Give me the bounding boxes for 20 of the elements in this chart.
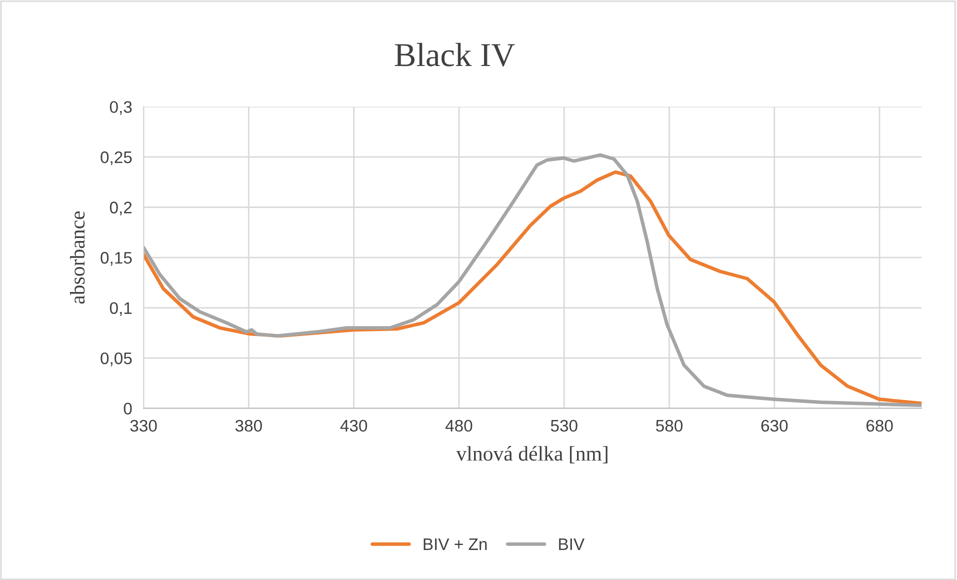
y-tick-label: 0,05	[100, 352, 132, 366]
y-tick-label: 0,25	[100, 151, 132, 166]
x-tick-label: 330	[130, 420, 157, 432]
y-axis-title: absorbance	[70, 211, 85, 304]
x-tick-label: 430	[340, 420, 368, 432]
x-tick-label: 630	[761, 420, 788, 432]
y-tick-label: 0,2	[110, 202, 132, 216]
x-tick-label: 530	[550, 420, 578, 432]
legend-label: BIV + Zn	[424, 538, 487, 550]
y-tick-label: 0,15	[100, 252, 132, 266]
y-tick-label: 0	[124, 402, 132, 415]
x-tick-label: 680	[866, 420, 893, 432]
x-tick-label: 580	[656, 420, 683, 432]
x-tick-label: 480	[445, 420, 472, 432]
y-tick-label: 0,1	[110, 302, 132, 316]
y-tick-label: 0,3	[110, 101, 132, 115]
chart-title: Black IV	[394, 42, 515, 67]
legend-label: BIV	[559, 538, 585, 550]
x-tick-label: 380	[235, 420, 262, 432]
x-axis-title: vlnová délka [nm]	[456, 446, 608, 464]
